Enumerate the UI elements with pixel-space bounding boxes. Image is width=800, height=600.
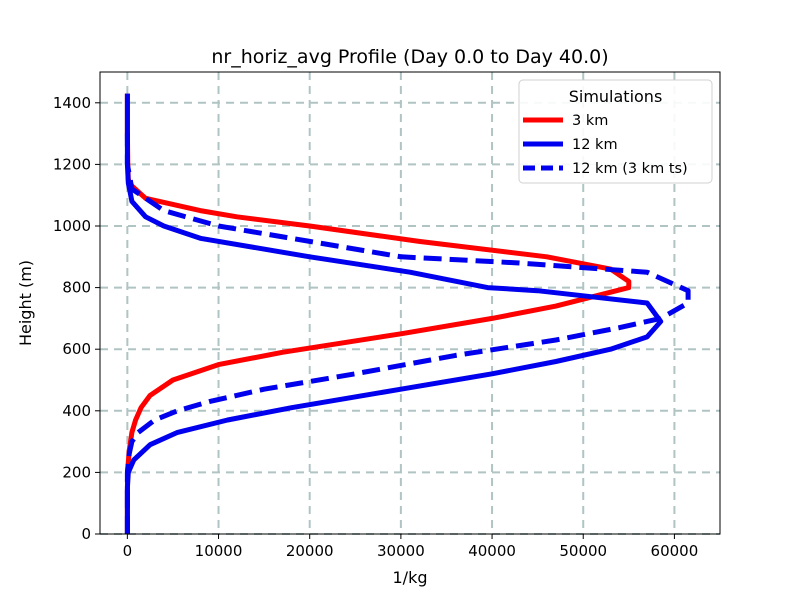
series-line-2 [124, 93, 664, 534]
y-axis-label: Height (m) [16, 260, 35, 346]
y-tick-label: 0 [81, 525, 91, 543]
x-tick-label: 40000 [468, 542, 516, 560]
series-layer [124, 93, 691, 534]
plot-area: 0 10000 20000 30000 40000 50000 60000 0 200 400 6… [53, 71, 721, 560]
x-tick-label: 20000 [286, 542, 334, 560]
legend-title: Simulations [569, 87, 663, 106]
x-axis: 0 10000 20000 30000 40000 50000 60000 [123, 534, 699, 560]
y-axis: 0 200 400 600 800 1000 1200 1400 [53, 94, 100, 543]
y-tick-label: 1200 [53, 155, 91, 173]
series-line-3 [124, 133, 691, 534]
legend-label: 3 km [572, 113, 608, 129]
y-tick-label: 200 [62, 463, 91, 481]
y-tick-label: 400 [62, 402, 91, 420]
y-tick-label: 1400 [53, 94, 91, 112]
x-axis-label: 1/kg [393, 568, 428, 587]
y-tick-label: 800 [62, 279, 91, 297]
chart-title: nr_horiz_avg Profile (Day 0.0 to Day 40.… [211, 46, 608, 68]
x-tick-label: 10000 [195, 542, 243, 560]
x-tick-label: 60000 [651, 542, 699, 560]
plot-frame [99, 71, 721, 535]
legend-box [518, 79, 713, 184]
x-tick-label: 0 [123, 542, 133, 560]
legend-label: 12 km (3 km ts) [572, 161, 688, 177]
x-tick-label: 30000 [377, 542, 425, 560]
y-tick-label: 600 [62, 340, 91, 358]
x-tick-label: 50000 [559, 542, 607, 560]
legend-label: 12 km [572, 137, 618, 153]
legend: Simulations 3 km 12 km 12 km (3 km ts) [518, 79, 713, 184]
y-tick-label: 1000 [53, 217, 91, 235]
